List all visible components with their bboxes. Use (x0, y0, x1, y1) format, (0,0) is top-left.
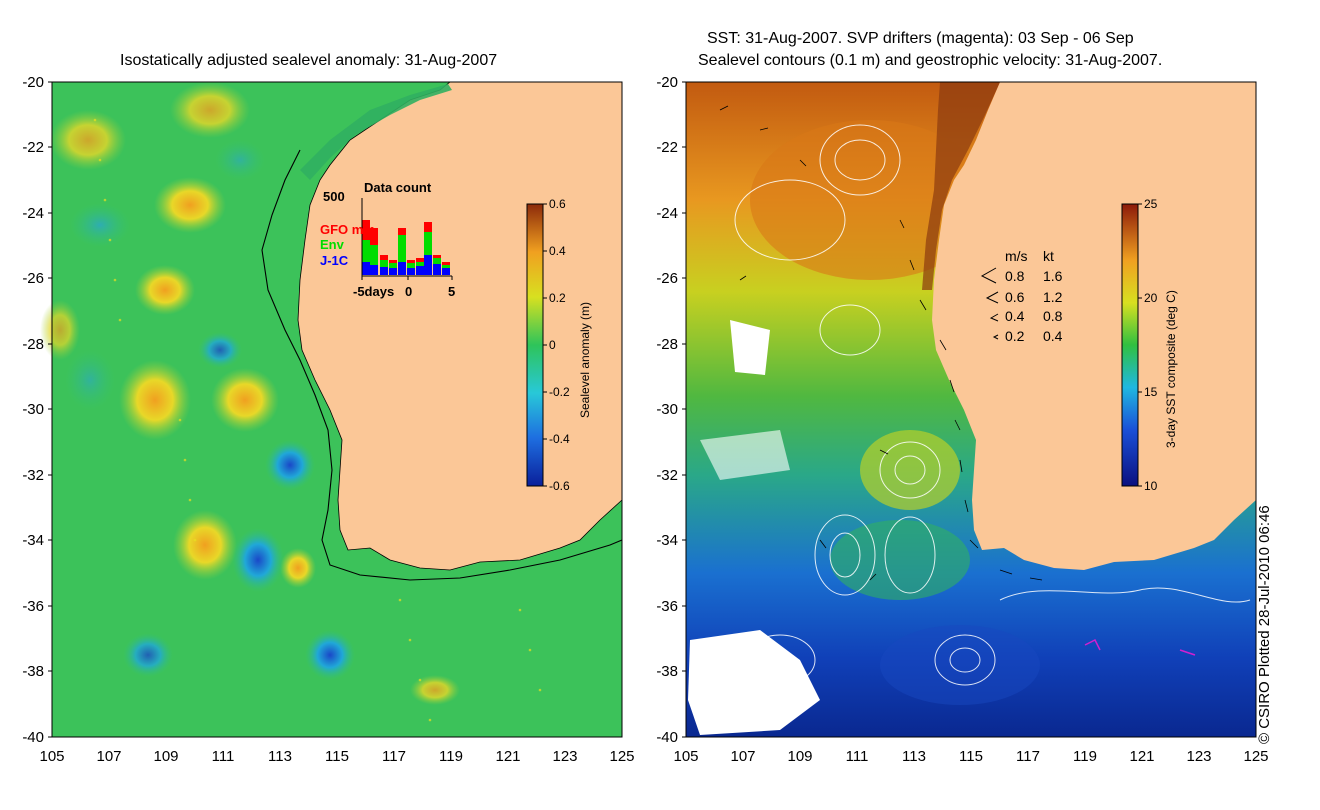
left-y-tick-label: -28 (22, 336, 44, 353)
left-x-tick-label: 115 (325, 748, 349, 765)
inset-x-label: -5days (353, 284, 395, 299)
left-x-tick-label: 111 (211, 748, 235, 765)
inset-legend-gfo: GFO mm (320, 222, 375, 237)
left-y-tick-label: -26 (22, 270, 44, 287)
sla-colorbar-tick: -0.2 (549, 385, 570, 399)
left-y-tick-label: -20 (22, 74, 44, 91)
right-y-tick-label: -26 (656, 270, 678, 287)
velocity-legend-ms: 0.6 (1005, 289, 1025, 305)
velocity-legend-kt: 0.8 (1043, 308, 1063, 324)
right-x-tick-label: 121 (1129, 748, 1155, 765)
left-x-tick-label: 125 (609, 748, 635, 765)
sst-australia-land (932, 82, 1256, 570)
left-y-tick-label: -40 (22, 729, 44, 746)
velocity-legend-kt: 1.6 (1043, 268, 1063, 284)
right-x-tick-label: 125 (1243, 748, 1269, 765)
velocity-legend-ms: 0.4 (1005, 308, 1025, 324)
sla-colorbar-tick: -0.6 (549, 479, 570, 493)
right-y-tick-label: -22 (656, 139, 678, 156)
inset-ymax-label: 500 (323, 189, 345, 204)
sst-colorbar-tick: 15 (1144, 385, 1158, 399)
sla-colorbar-tick: 0 (549, 338, 556, 352)
right-y-tick-label: -24 (656, 205, 678, 222)
left-x-tick-label: 123 (552, 748, 578, 765)
right-x-tick-label: 105 (673, 748, 699, 765)
sla-colorbar (526, 203, 544, 487)
right-y-tick-label: -40 (656, 729, 678, 746)
right-x-tick-label: 117 (1016, 748, 1040, 765)
inset-x-label: 5 (448, 284, 456, 299)
sst-colorbar-tick: 10 (1144, 479, 1158, 493)
left-x-tick-label: 107 (96, 748, 122, 765)
right-y-tick-label: -32 (656, 467, 678, 484)
right-y-tick-label: -30 (656, 401, 678, 418)
cloud-mask-north (730, 320, 770, 375)
velocity-legend-header-ms: m/s (1005, 248, 1028, 264)
sst-colorbar-title: 3-day SST composite (deg C) (1164, 290, 1178, 448)
inset-title: Data count (364, 180, 432, 195)
left-x-tick-label: 113 (268, 748, 292, 765)
sla-colorbar-tick: -0.4 (549, 432, 570, 446)
sst-map (685, 81, 1257, 738)
sla-colorbar-tick: 0.2 (549, 291, 566, 305)
sst-colorbar-tick: 20 (1144, 291, 1158, 305)
right-x-tick-label: 109 (787, 748, 813, 765)
velocity-legend-kt: 1.2 (1043, 289, 1063, 305)
right-y-tick-label: -28 (656, 336, 678, 353)
right-y-tick-label: -36 (656, 598, 678, 615)
left-y-tick-label: -34 (22, 532, 44, 549)
sla-colorbar-tick: 0.4 (549, 244, 566, 258)
right-map-title-line1: SST: 31-Aug-2007. SVP drifters (magenta)… (707, 30, 1134, 47)
left-y-tick-label: -30 (22, 401, 44, 418)
sst-colorbar (1121, 203, 1139, 487)
sst-colorbar-tick: 25 (1144, 197, 1158, 211)
left-y-tick-label: -22 (22, 139, 44, 156)
right-x-tick-label: 113 (902, 748, 926, 765)
left-x-tick-label: 119 (439, 748, 463, 765)
velocity-legend-ms: 0.2 (1005, 328, 1025, 344)
left-y-tick-label: -24 (22, 205, 44, 222)
velocity-legend-arrows (980, 267, 999, 340)
inset-legend-env: Env (320, 237, 344, 252)
left-y-tick-label: -32 (22, 467, 44, 484)
velocity-legend-header-kt: kt (1043, 248, 1054, 264)
data-count-inset (361, 198, 453, 280)
copyright-note: © CSIRO Plotted 28-Jul-2010 06:46 (1256, 505, 1273, 744)
svp-drifter-track (1084, 638, 1101, 651)
right-y-tick-label: -38 (656, 663, 678, 680)
inset-x-label: 0 (405, 284, 413, 299)
left-map-title: Isostatically adjusted sealevel anomaly:… (120, 52, 498, 69)
right-x-tick-label: 123 (1186, 748, 1212, 765)
left-x-tick-label: 117 (382, 748, 406, 765)
right-x-tick-label: 119 (1073, 748, 1097, 765)
right-y-tick-label: -34 (656, 532, 678, 549)
right-x-tick-label: 111 (845, 748, 869, 765)
inset-legend-j1c: J-1C (320, 253, 349, 268)
sla-colorbar-title: Sealevel anomaly (m) (578, 301, 592, 418)
right-map-title-line2: Sealevel contours (0.1 m) and geostrophi… (698, 52, 1163, 69)
sla-colorbar-tick: 0.6 (549, 197, 566, 211)
right-x-tick-label: 107 (730, 748, 756, 765)
velocity-legend-ms: 0.8 (1005, 268, 1025, 284)
left-y-tick-label: -36 (22, 598, 44, 615)
right-x-tick-label: 115 (959, 748, 983, 765)
right-y-tick-label: -20 (656, 74, 678, 91)
left-x-tick-label: 105 (39, 748, 65, 765)
left-y-tick-label: -38 (22, 663, 44, 680)
velocity-legend-kt: 0.4 (1043, 328, 1063, 344)
sla-australia-land (297, 81, 623, 571)
sla-shelf-contour (261, 149, 623, 581)
left-x-tick-label: 109 (153, 748, 179, 765)
left-x-tick-label: 121 (495, 748, 521, 765)
